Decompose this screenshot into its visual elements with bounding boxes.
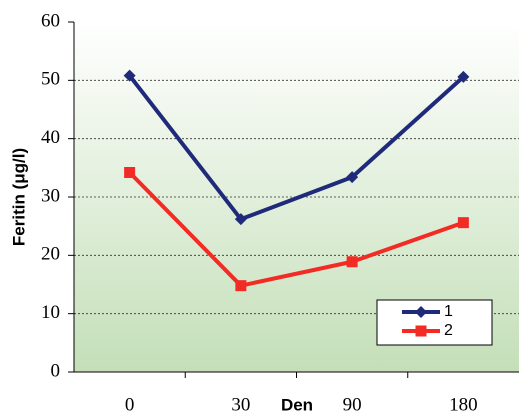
marker xyxy=(124,167,136,178)
marker xyxy=(235,280,247,292)
marker xyxy=(123,69,136,82)
series-line xyxy=(128,171,465,288)
series-line xyxy=(128,74,465,222)
legend-label: 1 xyxy=(444,303,453,320)
y-axis-label: Feritin (μg/l) xyxy=(9,148,28,246)
series-layer xyxy=(123,69,470,292)
y-tick-label: 60 xyxy=(41,10,60,31)
y-tick-label: 10 xyxy=(41,302,60,323)
x-tick-label: 90 xyxy=(343,394,362,414)
marker xyxy=(415,306,427,318)
x-tick-label: 180 xyxy=(449,394,478,414)
y-tick-label: 40 xyxy=(41,127,60,148)
x-tick-label: 30 xyxy=(231,394,250,414)
y-tick-label: 20 xyxy=(41,244,60,265)
x-tick-label: 0 xyxy=(125,394,135,414)
axes: 0 10 20 30 40 50 60 0 30 90 180 xyxy=(41,10,519,414)
legend-label: 2 xyxy=(444,322,453,339)
marker xyxy=(234,213,247,226)
marker xyxy=(346,256,358,268)
marker xyxy=(457,70,470,83)
y-tick-label: 0 xyxy=(51,360,61,381)
marker xyxy=(415,325,427,337)
legend-box xyxy=(376,299,493,346)
marker xyxy=(346,171,359,184)
y-tick-label: 30 xyxy=(41,185,60,206)
marker xyxy=(457,217,469,229)
legend: 12 xyxy=(376,299,493,346)
y-tick-label: 50 xyxy=(41,69,60,90)
x-axis-label: Den xyxy=(281,395,313,414)
